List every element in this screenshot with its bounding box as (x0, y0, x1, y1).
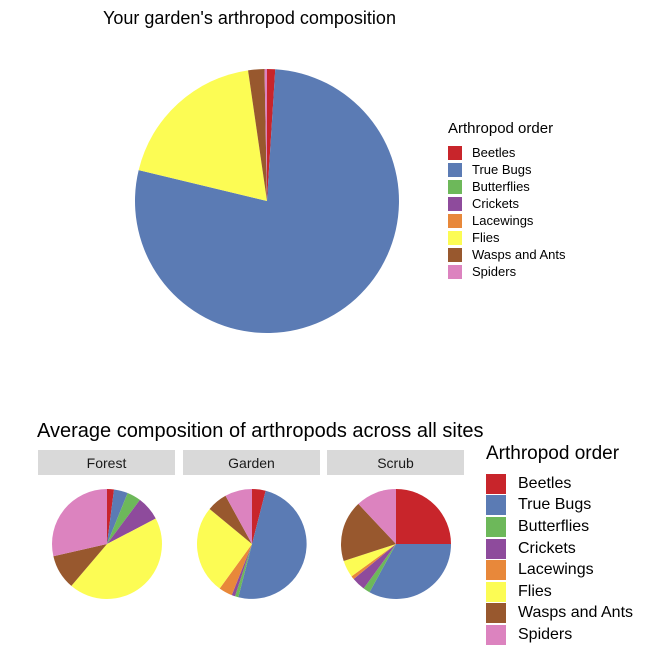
main-legend-item-beetles: Beetles (448, 144, 565, 161)
legend-label: True Bugs (518, 496, 592, 514)
main-slice-true-bugs (134, 69, 399, 334)
facet-strip-scrub: Scrub (327, 450, 464, 475)
legend-swatch (486, 473, 506, 494)
garden-slice-crickets (231, 544, 252, 597)
main-slice-wasps-and-ants (248, 69, 267, 202)
facet-legend-item-lacewings: Lacewings (486, 559, 633, 581)
facet-pie-garden (196, 489, 307, 599)
legend-label: True Bugs (472, 162, 532, 177)
legend-swatch (486, 581, 506, 602)
main-legend-item-true-bugs: True Bugs (448, 161, 565, 178)
legend-swatch (486, 495, 506, 516)
facet-strip-garden: Garden (183, 450, 320, 475)
main-legend-item-lacewings: Lacewings (448, 212, 565, 229)
facet-pie-forest (52, 489, 162, 599)
legend-swatch (486, 516, 506, 537)
facet-legend-item-flies: Flies (486, 581, 633, 603)
facet-legend-item-crickets: Crickets (486, 538, 633, 560)
legend-label: Spiders (472, 264, 517, 279)
main-slice-beetles (267, 69, 276, 201)
legend-label: Wasps and Ants (518, 604, 634, 622)
garden-slice-butterflies (235, 544, 252, 598)
forest-slice-wasps-and-ants (53, 544, 107, 586)
scrub-slice-wasps-and-ants (340, 503, 396, 561)
forest-slice-true-bugs (107, 489, 128, 544)
legend-label: Flies (518, 582, 552, 600)
facet-pie-scrub (340, 489, 451, 600)
main-chart-title: Your garden's arthropod composition (103, 8, 396, 28)
main-legend-item-flies: Flies (448, 229, 565, 246)
facet-strip-forest: Forest (38, 450, 175, 475)
scrub-slice-spiders (358, 489, 396, 544)
main-pie-chart (134, 68, 399, 334)
facet-legend-item-true-bugs: True Bugs (486, 495, 633, 517)
scrub-slice-flies (343, 544, 396, 577)
legend-swatch (448, 162, 462, 177)
forest-slice-crickets (107, 499, 156, 544)
facet-legend-item-beetles: Beetles (486, 473, 633, 495)
facet-chart-title: Average composition of arthropods across… (37, 420, 484, 442)
legend-label: Beetles (518, 474, 572, 492)
garden-slice-beetles (252, 489, 266, 544)
main-legend: Arthropod order Beetles True Bugs Butterfl… (448, 120, 565, 280)
forest-slice-flies (71, 518, 162, 599)
legend-label: Flies (472, 230, 500, 245)
scrub-slice-lacewings (351, 544, 396, 580)
facet-legend-item-wasps-and-ants: Wasps and Ants (486, 603, 633, 625)
main-legend-item-wasps-and-ants: Wasps and Ants (448, 246, 565, 263)
legend-label: Crickets (472, 196, 519, 211)
legend-swatch (448, 230, 462, 245)
legend-label: Spiders (518, 625, 573, 643)
garden-slice-spiders (225, 489, 252, 544)
legend-swatch (486, 538, 506, 559)
garden-slice-lacewings (219, 544, 252, 596)
facet-legend-item-butterflies: Butterflies (486, 516, 633, 538)
legend-swatch (448, 196, 462, 211)
legend-swatch (448, 213, 462, 228)
legend-label: Beetles (472, 145, 516, 160)
legend-label: Butterflies (472, 179, 530, 194)
legend-title: Arthropod order (448, 120, 554, 137)
main-legend-item-butterflies: Butterflies (448, 178, 565, 195)
scrub-slice-beetles (396, 489, 451, 544)
forest-slice-butterflies (107, 493, 140, 544)
legend-swatch (448, 247, 462, 262)
legend-title: Arthropod order (486, 443, 620, 464)
scrub-slice-true-bugs (369, 544, 451, 600)
legend-label: Lacewings (518, 561, 594, 579)
legend-label: Wasps and Ants (472, 247, 566, 262)
garden-slice-wasps-and-ants (209, 495, 252, 544)
forest-slice-spiders (52, 489, 107, 557)
legend-swatch (486, 603, 506, 624)
scrub-slice-butterflies (363, 544, 396, 593)
legend-label: Lacewings (472, 213, 534, 228)
legend-swatch (448, 264, 462, 279)
facet-legend-item-spiders: Spiders (486, 624, 633, 646)
main-legend-item-spiders: Spiders (448, 263, 565, 280)
garden-slice-flies (196, 508, 252, 589)
facet-legend: Arthropod order Beetles True Bugs Butterfl… (486, 443, 633, 646)
legend-swatch (448, 179, 462, 194)
legend-label: Crickets (518, 539, 576, 557)
garden-slice-true-bugs (238, 490, 307, 599)
legend-swatch (486, 624, 506, 645)
legend-label: Butterflies (518, 517, 590, 535)
legend-swatch (448, 145, 462, 160)
legend-swatch (486, 560, 506, 581)
main-slice-flies (138, 70, 267, 202)
main-slice-spiders (264, 68, 267, 202)
forest-slice-beetles (107, 489, 115, 544)
scrub-slice-crickets (353, 544, 396, 589)
main-legend-item-crickets: Crickets (448, 195, 565, 212)
